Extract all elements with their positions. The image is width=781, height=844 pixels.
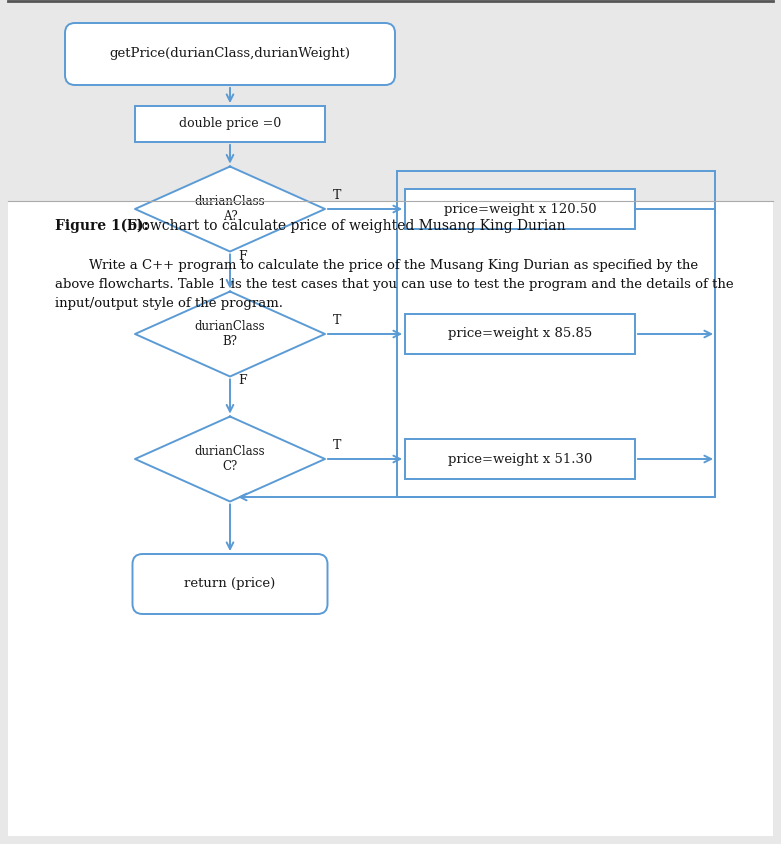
FancyBboxPatch shape xyxy=(133,554,327,614)
FancyBboxPatch shape xyxy=(65,23,395,85)
Text: Figure 1(b):: Figure 1(b): xyxy=(55,219,148,234)
Polygon shape xyxy=(135,291,325,376)
FancyBboxPatch shape xyxy=(405,189,635,229)
Text: price=weight x 51.30: price=weight x 51.30 xyxy=(448,452,592,466)
Text: price=weight x 85.85: price=weight x 85.85 xyxy=(448,327,592,340)
Text: T: T xyxy=(333,189,341,202)
Text: T: T xyxy=(333,314,341,327)
Text: Write a C++ program to calculate the price of the Musang King Durian as specifie: Write a C++ program to calculate the pri… xyxy=(55,259,733,310)
Text: T: T xyxy=(333,439,341,452)
Polygon shape xyxy=(135,416,325,501)
Text: durianClass
B?: durianClass B? xyxy=(194,320,266,348)
Text: F: F xyxy=(238,375,247,387)
FancyBboxPatch shape xyxy=(8,201,773,836)
Text: price=weight x 120.50: price=weight x 120.50 xyxy=(444,203,597,215)
Text: durianClass
C?: durianClass C? xyxy=(194,445,266,473)
Text: double price =0: double price =0 xyxy=(179,117,281,131)
FancyBboxPatch shape xyxy=(135,106,325,142)
Polygon shape xyxy=(135,166,325,252)
Text: F: F xyxy=(238,250,247,262)
Text: return (price): return (price) xyxy=(184,577,276,591)
Text: durianClass
A?: durianClass A? xyxy=(194,195,266,223)
Text: getPrice(durianClass,durianWeight): getPrice(durianClass,durianWeight) xyxy=(109,47,351,61)
Text: Flowchart to calculate price of weighted Musang King Durian: Flowchart to calculate price of weighted… xyxy=(123,219,565,233)
FancyBboxPatch shape xyxy=(405,314,635,354)
FancyBboxPatch shape xyxy=(405,439,635,479)
